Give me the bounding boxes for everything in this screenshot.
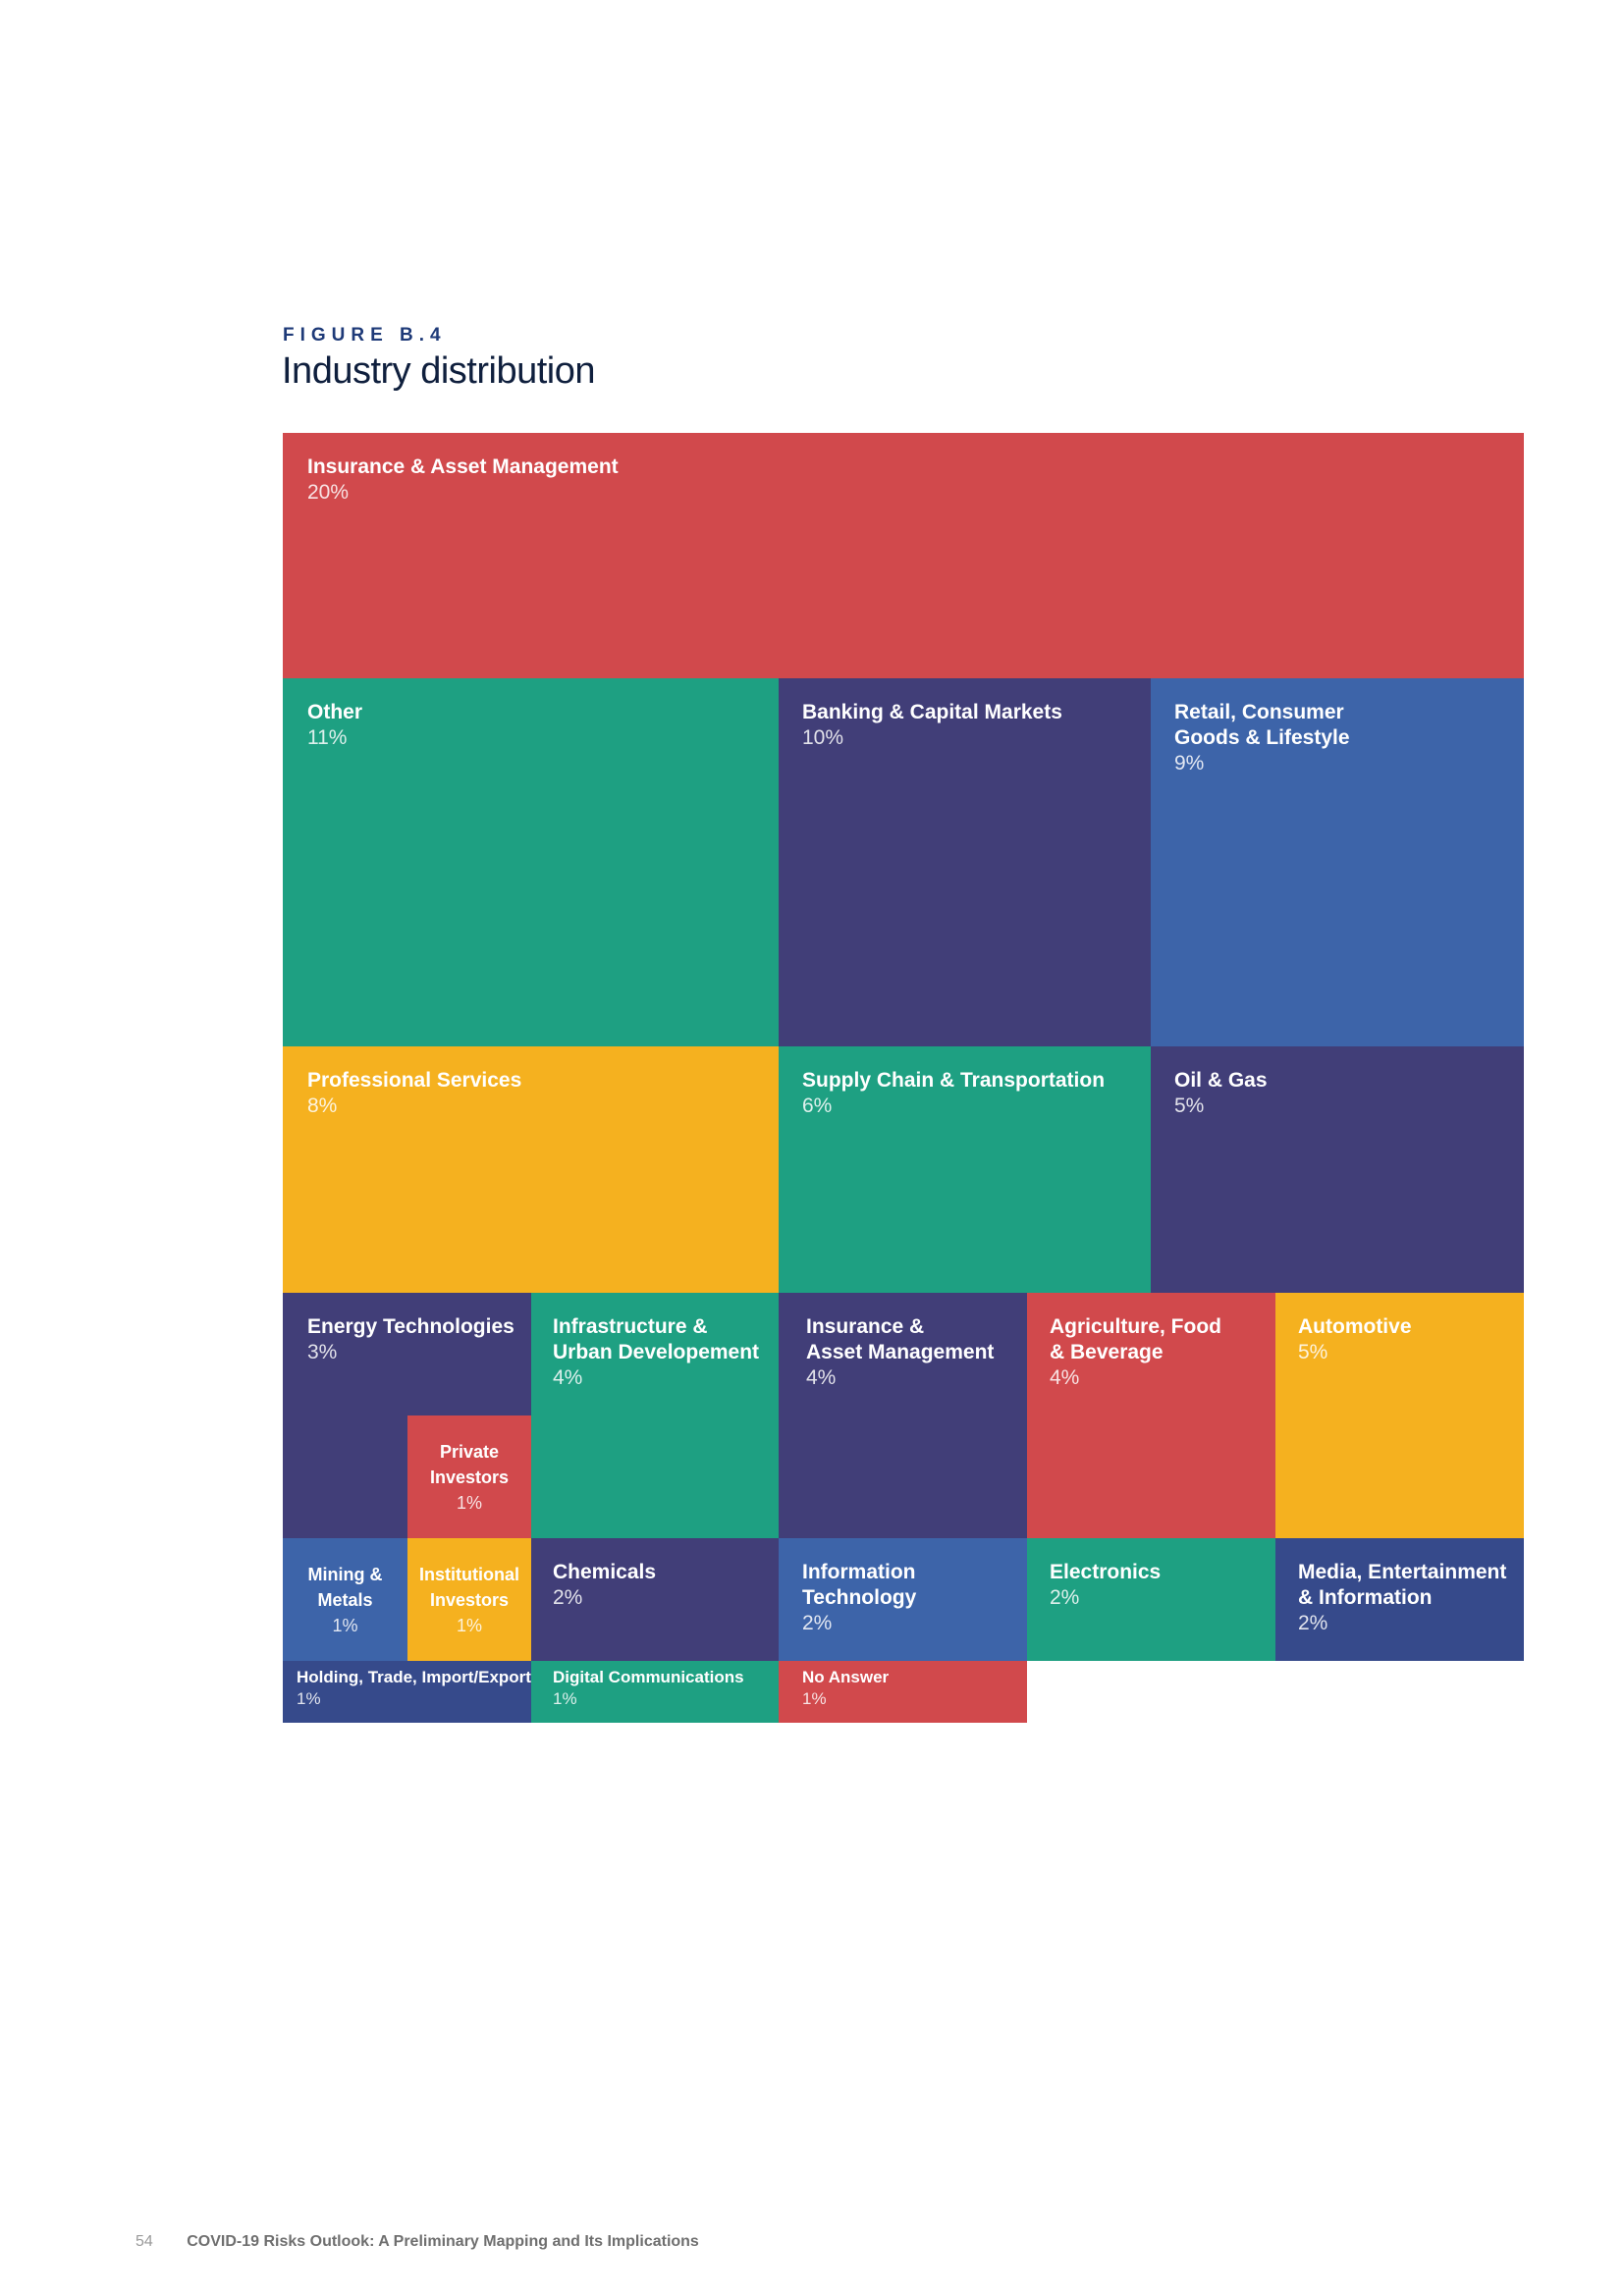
treemap-tile-banking-capital-markets-2: Banking & Capital Markets 10% [779,678,1151,1046]
tile-value: 1% [456,1616,482,1635]
page-footer: 54 COVID-19 Risks Outlook: A Preliminary… [135,2233,699,2251]
tile-value: 5% [1298,1341,1328,1363]
treemap-tile-insurance-asset-management-0: Insurance & Asset Management 20% [283,433,1524,678]
tile-label: Other [307,701,363,723]
treemap-tile-professional-services-4: Professional Services 8% [283,1046,779,1293]
tile-label: Automotive [1298,1315,1412,1338]
treemap-tile-other-1: Other 11% [283,678,779,1046]
tile-label: Supply Chain & Transportation [802,1069,1106,1092]
tile-value: 2% [1298,1612,1328,1634]
tile-label: Information Technology [802,1561,917,1609]
treemap-tile-oil-gas-6: Oil & Gas 5% [1151,1046,1524,1293]
figure-label: FIGURE B.4 [283,325,447,346]
tile-label: Digital Communications [553,1668,744,1686]
treemap-tile-electronics-17: Electronics 2% [1027,1538,1275,1661]
tile-value: 1% [802,1689,827,1708]
tile-value: 4% [553,1366,583,1389]
tile-value: 2% [1050,1586,1080,1609]
tile-label: No Answer [802,1668,890,1686]
tile-label: Electronics [1050,1561,1162,1583]
tile-label: Insurance & Asset Management [307,455,619,478]
treemap-tile-mining-metals-13: Mining & Metals 1% [283,1538,407,1661]
tile-value: 4% [1050,1366,1080,1389]
tile-label: Infrastructure & Urban Developement [553,1315,760,1363]
tile-label: Media, Entertainment & Information [1298,1561,1507,1609]
treemap-tile-retail-consumer-goods-lifestyle-3: Retail, Consumer Goods & Lifestyle 9% [1151,678,1524,1046]
tile-value: 6% [802,1095,833,1117]
tile-value: 8% [307,1095,338,1117]
tile-label: Agriculture, Food & Beverage [1050,1315,1221,1363]
treemap-tile-digital-communications-20: Digital Communications 1% [531,1661,779,1723]
tile-value: 2% [802,1612,833,1634]
page-number: 54 [135,2233,153,2250]
treemap-tile-insurance-asset-management-11: Insurance & Asset Management 4% [779,1293,1027,1538]
treemap-tile-holding-trade-import-export-19: Holding, Trade, Import/Export 1% [283,1661,531,1723]
tile-label: Banking & Capital Markets [802,701,1062,723]
treemap-tile-private-investors-9: Private Investors 1% [407,1415,531,1538]
treemap-tile-supply-chain-transportation-5: Supply Chain & Transportation 6% [779,1046,1151,1293]
figure-title: Industry distribution [282,350,596,392]
tile-value: 9% [1174,752,1205,774]
document-title: COVID-19 Risks Outlook: A Preliminary Ma… [187,2233,699,2250]
treemap-tile-media-entertainment-information-18: Media, Entertainment & Information 2% [1275,1538,1524,1661]
treemap-tile-institutional-investors-14: Institutional Investors 1% [407,1538,531,1661]
tile-label: Mining & Metals [307,1565,383,1610]
tile-label: Insurance & Asset Management [806,1315,995,1363]
tile-label: Private Investors [429,1442,510,1487]
treemap-tile-information-technology-16: Information Technology 2% [779,1538,1027,1661]
tile-label: Institutional Investors [419,1565,519,1610]
tile-value: 1% [332,1616,358,1635]
treemap-tile-automotive-7: Automotive 5% [1275,1293,1524,1538]
tile-label: Holding, Trade, Import/Export [297,1668,531,1686]
tile-label: Retail, Consumer Goods & Lifestyle [1174,701,1350,749]
tile-label: Oil & Gas [1174,1069,1268,1092]
treemap-tile-no-answer-21: No Answer 1% [779,1661,1027,1723]
treemap-tile-agriculture-food-beverage-12: Agriculture, Food & Beverage 4% [1027,1293,1275,1538]
tile-value: 1% [456,1493,482,1513]
tile-label: Energy Technologies [307,1315,514,1338]
tile-value: 5% [1174,1095,1205,1117]
tile-value: 2% [553,1586,583,1609]
tile-label: Chemicals [553,1561,657,1583]
tile-value: 1% [297,1689,321,1708]
tile-value: 1% [553,1689,577,1708]
tile-value: 4% [806,1366,837,1389]
tile-value: 20% [307,481,350,504]
tile-value: 11% [307,726,348,749]
treemap-tile-chemicals-15: Chemicals 2% [531,1538,779,1661]
tile-label: Professional Services [307,1069,522,1092]
tile-value: 10% [802,726,844,749]
tile-value: 3% [307,1341,338,1363]
treemap-tile-infrastructure-urban-developement-10: Infrastructure & Urban Developement 4% [531,1293,779,1538]
